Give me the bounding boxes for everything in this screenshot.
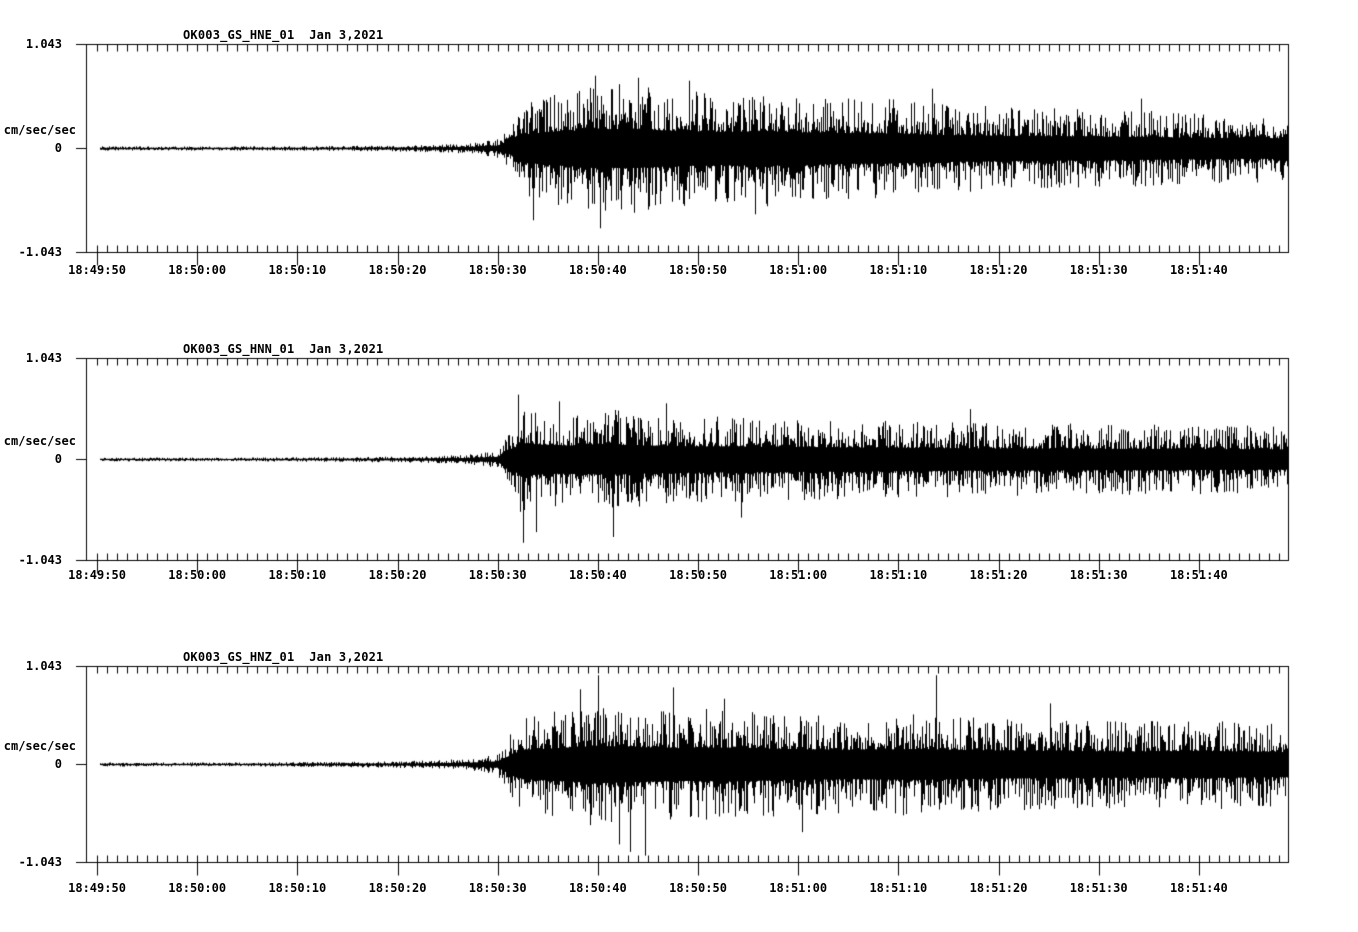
seismogram-panel-hnn: OK003_GS_HNN_01 Jan 3,2021 1.043 cm/sec/…	[0, 314, 1358, 624]
x-tick-label: 18:50:00	[168, 881, 227, 895]
x-tick-label: 18:51:40	[1169, 568, 1228, 582]
x-tick-label: 18:50:50	[669, 263, 727, 277]
ytick-max-label: 1.043	[25, 351, 62, 365]
ytick-max-label: 1.043	[25, 659, 62, 673]
x-tick-label: 18:49:50	[68, 263, 126, 277]
x-tick-label: 18:51:20	[969, 568, 1028, 582]
x-tick-label: 18:50:20	[368, 881, 427, 895]
ytick-zero-label: 0	[54, 452, 62, 466]
x-tick-label: 18:50:00	[168, 263, 227, 277]
x-tick-label: 18:51:00	[769, 263, 828, 277]
y-axis-units-label: cm/sec/sec	[3, 434, 76, 448]
x-tick-label: 18:51:00	[769, 881, 828, 895]
x-tick-label: 18:49:50	[68, 568, 126, 582]
waveform-canvas-hne	[74, 35, 1292, 268]
x-tick-label: 18:50:30	[468, 881, 527, 895]
y-axis-units-label: cm/sec/sec	[3, 123, 76, 137]
seismogram-panel-hnz: OK003_GS_HNZ_01 Jan 3,2021 1.043 cm/sec/…	[0, 622, 1358, 932]
x-tick-label: 18:50:40	[568, 881, 627, 895]
x-tick-label: 18:51:00	[769, 568, 828, 582]
x-tick-label: 18:50:00	[168, 568, 227, 582]
ytick-min-label: -1.043	[18, 855, 62, 869]
x-tick-label: 18:50:30	[468, 263, 527, 277]
ytick-max-label: 1.043	[25, 37, 62, 51]
x-tick-label: 18:51:20	[969, 881, 1028, 895]
x-tick-label: 18:51:10	[869, 568, 928, 582]
waveform-canvas-hnn	[74, 349, 1292, 576]
x-tick-label: 18:51:20	[969, 263, 1028, 277]
x-tick-label: 18:51:10	[869, 881, 928, 895]
time-axis-labels: 18:49:50 18:50:00 18:50:10 18:50:20 18:50:30…	[0, 881, 1358, 897]
x-tick-label: 18:50:40	[568, 568, 627, 582]
x-tick-label: 18:51:40	[1169, 881, 1228, 895]
x-tick-label: 18:51:30	[1069, 568, 1128, 582]
x-tick-label: 18:50:10	[268, 881, 327, 895]
x-tick-label: 18:50:20	[368, 263, 427, 277]
x-tick-label: 18:51:40	[1169, 263, 1228, 277]
time-axis-labels: 18:49:50 18:50:00 18:50:10 18:50:20 18:50:30…	[0, 263, 1358, 279]
x-tick-label: 18:51:10	[869, 263, 928, 277]
ytick-min-label: -1.043	[18, 553, 62, 567]
seismogram-panel-hne: OK003_GS_HNE_01 Jan 3,2021 1.043 cm/sec/…	[0, 0, 1358, 310]
x-tick-label: 18:50:20	[368, 568, 427, 582]
x-tick-label: 18:50:10	[268, 568, 327, 582]
time-axis-labels: 18:49:50 18:50:00 18:50:10 18:50:20 18:50:30…	[0, 568, 1358, 584]
x-tick-label: 18:50:50	[669, 568, 727, 582]
x-tick-label: 18:50:50	[669, 881, 727, 895]
x-tick-label: 18:50:30	[468, 568, 527, 582]
ytick-min-label: -1.043	[18, 245, 62, 259]
x-tick-label: 18:49:50	[68, 881, 126, 895]
y-axis-units-label: cm/sec/sec	[3, 739, 76, 753]
x-tick-label: 18:50:10	[268, 263, 327, 277]
waveform-canvas-hnz	[74, 657, 1292, 878]
x-tick-label: 18:51:30	[1069, 881, 1128, 895]
ytick-zero-label: 0	[54, 141, 62, 155]
x-tick-label: 18:50:40	[568, 263, 627, 277]
ytick-zero-label: 0	[54, 757, 62, 771]
x-tick-label: 18:51:30	[1069, 263, 1128, 277]
